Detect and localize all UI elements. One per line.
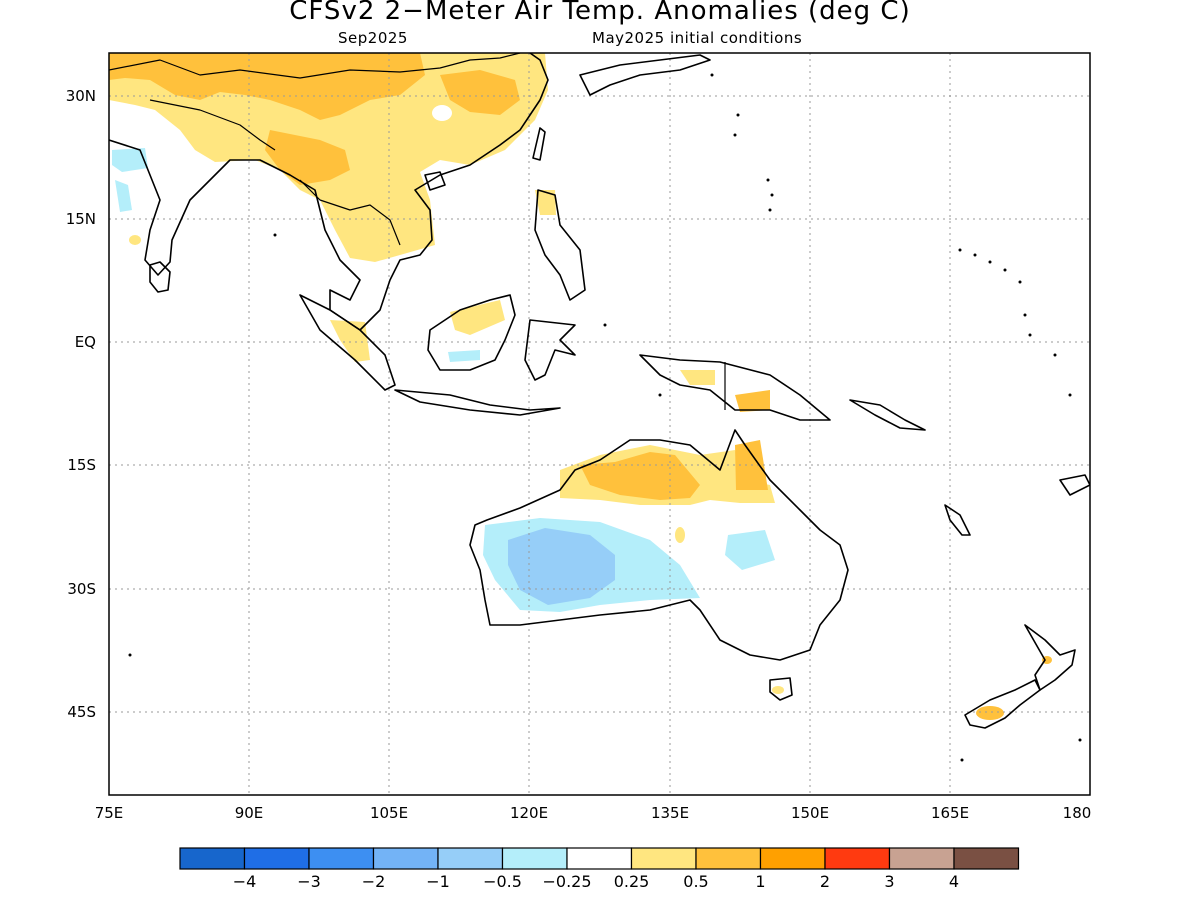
- colorbar-tick-label: 0.5: [683, 872, 709, 891]
- colorbar-swatch: [695, 847, 762, 870]
- cool-region-india: [112, 148, 148, 172]
- colorbar-swatch: [243, 847, 310, 870]
- lat-label-45s: 45S: [67, 703, 96, 721]
- colorbar-swatch: [824, 847, 891, 870]
- colorbar: [179, 847, 1020, 870]
- coast-java: [394, 389, 561, 416]
- colorbar-tick-label: 2: [819, 872, 831, 891]
- lat-label-15s: 15S: [67, 456, 96, 474]
- coast-hainan: [424, 171, 446, 191]
- lon-label-120e: 120E: [509, 804, 549, 822]
- coast-solomon-islands: [849, 399, 926, 431]
- colorbar-swatch: [888, 847, 955, 870]
- colorbar-tick-label: 4: [948, 872, 960, 891]
- neutral-patch-china: [432, 105, 452, 121]
- border-himalaya: [149, 99, 276, 151]
- warm-region-asia-orange-2: [265, 130, 350, 185]
- colorbar-swatch: [372, 847, 439, 870]
- colorbar-tick-label: −0.5: [483, 872, 522, 891]
- lon-label-180: 180: [1062, 804, 1092, 822]
- warm-spot-nz-south: [976, 706, 1004, 720]
- colorbar-swatch: [566, 847, 633, 870]
- warm-spot-philippines: [535, 190, 556, 215]
- coast-nz-north: [1024, 624, 1076, 691]
- lon-label-135e: 135E: [650, 804, 690, 822]
- colorbar-tick-label: −2: [361, 872, 386, 891]
- colorbar-swatch: [179, 847, 246, 870]
- colorbar-tick-label: −3: [297, 872, 321, 891]
- colorbar-tick-label: 3: [884, 872, 895, 891]
- lat-label-eq: EQ: [74, 333, 96, 351]
- coast-philippines: [534, 189, 586, 301]
- island-dots: [128, 73, 1082, 762]
- colorbar-tick-label: −4: [232, 872, 257, 891]
- warm-region-asia-orange: [109, 53, 425, 120]
- anomaly-shading: [109, 53, 1052, 720]
- coast-asia: [109, 53, 549, 331]
- lon-label-75e: 75E: [94, 804, 124, 822]
- cool-spot-borneo: [448, 350, 480, 362]
- lon-label-165e: 165E: [930, 804, 970, 822]
- cool-region-india-2: [115, 180, 132, 212]
- cool-core-west-australia: [508, 528, 615, 605]
- coast-fiji: [1059, 474, 1090, 496]
- coast-new-guinea: [639, 354, 831, 421]
- colorbar-swatch: [630, 847, 697, 870]
- coast-sri-lanka: [149, 261, 171, 293]
- cool-region-east-australia: [725, 530, 775, 570]
- colorbar-tick-label: −1: [426, 872, 450, 891]
- map-title: CFSv2 2−Meter Air Temp. Anomalies (deg C…: [289, 0, 911, 26]
- coast-borneo: [427, 294, 516, 371]
- colorbar-tick-label: 0.25: [613, 872, 650, 891]
- colorbar-swatch: [759, 847, 826, 870]
- lat-label-30n: 30N: [65, 87, 96, 105]
- coast-australia: [469, 429, 849, 661]
- colorbar-swatch: [501, 847, 568, 870]
- warm-spot-india-west: [129, 235, 141, 245]
- border-indochina: [299, 179, 401, 246]
- lon-label-150e: 150E: [790, 804, 830, 822]
- warm-spot-tasmania: [772, 686, 784, 694]
- warm-spot-png-east: [735, 390, 770, 412]
- coast-japan: [579, 54, 711, 96]
- colorbar-swatch: [953, 847, 1020, 870]
- warm-spot-new-guinea: [680, 370, 715, 385]
- coast-vanuatu: [944, 504, 971, 536]
- coast-taiwan: [532, 127, 546, 161]
- coast-sulawesi: [524, 319, 576, 381]
- lat-label-15n: 15N: [65, 210, 96, 228]
- warm-spot-borneo: [450, 300, 505, 335]
- plot-frame: [108, 52, 1091, 796]
- coast-sumatra: [299, 294, 396, 391]
- warm-region-asia-orange-3: [440, 70, 520, 115]
- colorbar-swatch: [308, 847, 375, 870]
- warm-core-north-australia: [580, 452, 700, 500]
- colorbar-tick-label: 1: [755, 872, 766, 891]
- graticule: [109, 53, 1090, 795]
- border-china-north: [109, 53, 521, 79]
- initial-conditions: May2025 initial conditions: [592, 29, 803, 47]
- coastlines: [109, 53, 1090, 729]
- warm-spot-australia-central: [675, 527, 685, 543]
- colorbar-swatch: [437, 847, 504, 870]
- valid-month: Sep2025: [338, 29, 408, 47]
- coast-tasmania: [769, 677, 793, 701]
- coast-nz-south: [964, 679, 1041, 729]
- lat-label-30s: 30S: [67, 580, 96, 598]
- colorbar-tick-label: −0.25: [542, 872, 592, 891]
- lon-label-90e: 90E: [234, 804, 264, 822]
- lon-label-105e: 105E: [369, 804, 409, 822]
